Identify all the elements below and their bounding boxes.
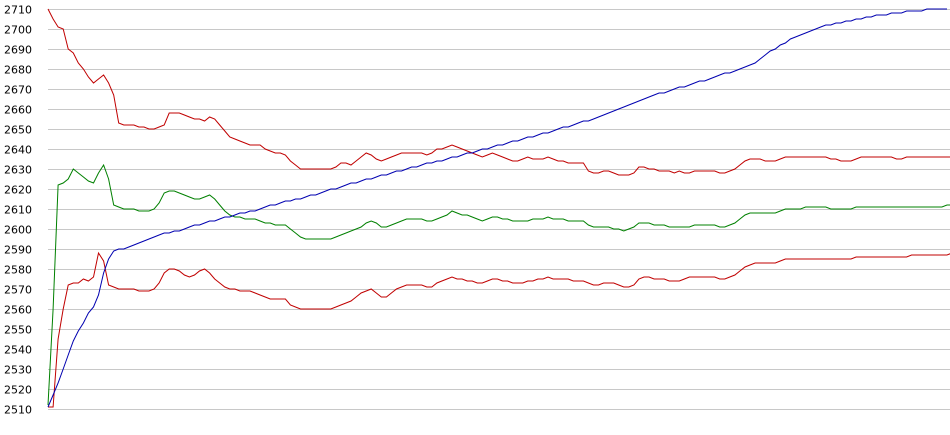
y-tick-label-2680: 2680 [4,64,32,77]
y-tick-label-2640: 2640 [4,144,32,157]
y-tick-label-2630: 2630 [4,164,32,177]
y-tick-label-2620: 2620 [4,184,32,197]
series-line-lower-band [48,251,950,408]
y-axis-tick-labels: 2510 2520 2530 2540 2550 2560 2570 2580 2590 2600… [4,4,32,417]
y-tick-label-2570: 2570 [4,284,32,297]
y-tick-label-2700: 2700 [4,24,32,37]
y-tick-label-2510: 2510 [4,404,32,417]
y-tick-label-2650: 2650 [4,124,32,137]
series-lines [47,8,950,408]
y-tick-label-2590: 2590 [4,244,32,257]
y-tick-label-2710: 2710 [4,4,32,17]
y-tick-label-2520: 2520 [4,384,32,397]
y-tick-label-2540: 2540 [4,344,32,357]
y-tick-label-2660: 2660 [4,104,32,117]
series-line-upper-band [47,8,950,176]
y-tick-label-2670: 2670 [4,84,32,97]
y-tick-label-2560: 2560 [4,304,32,317]
y-tick-label-2600: 2600 [4,224,32,237]
series-line-trend [47,8,947,408]
gridlines [48,9,950,410]
y-tick-label-2580: 2580 [4,264,32,277]
y-tick-label-2610: 2610 [4,204,32,217]
y-tick-label-2530: 2530 [4,364,32,377]
series-line-middle [47,163,950,406]
y-tick-label-2690: 2690 [4,44,32,57]
y-tick-label-2550: 2550 [4,324,32,337]
